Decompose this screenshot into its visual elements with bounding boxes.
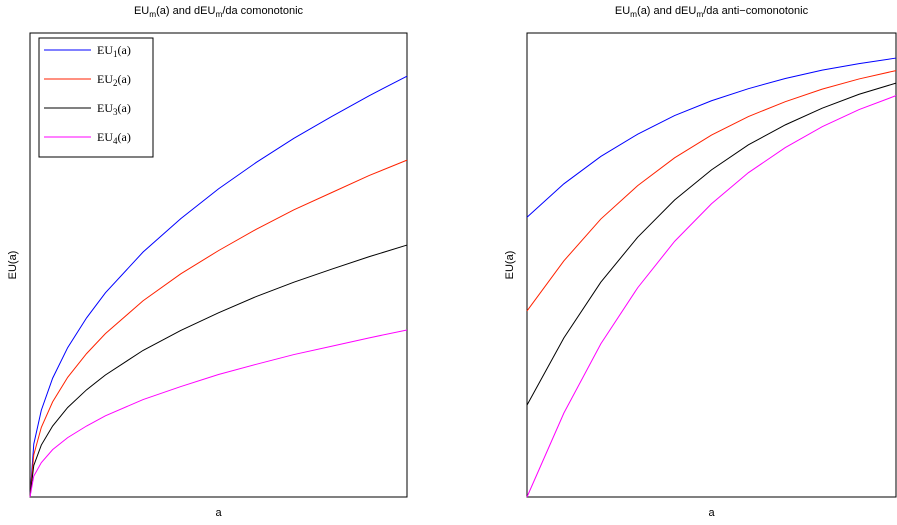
line-series — [526, 70, 897, 312]
legend-label: EU4(a) — [97, 130, 131, 146]
line-series — [526, 82, 897, 406]
line-series — [526, 95, 897, 498]
line-series — [29, 75, 408, 498]
y-axis-label: EU(a) — [504, 251, 516, 280]
legend-label: EU2(a) — [97, 72, 131, 88]
y-axis-label: EU(a) — [7, 251, 19, 280]
legend-label: EU3(a) — [97, 101, 131, 117]
chart-title: EUm(a) and dEUm/da comonotonic — [134, 5, 304, 19]
line-series — [29, 244, 408, 498]
x-axis-label: a — [215, 507, 222, 519]
line-series — [29, 159, 408, 498]
plot-area — [526, 32, 897, 498]
chart-title: EUm(a) and dEUm/da anti−comonotonic — [615, 5, 809, 19]
line-series — [526, 57, 897, 218]
line-series — [29, 329, 408, 498]
legend-label: EU1(a) — [97, 43, 131, 59]
legend-box — [38, 37, 154, 158]
x-axis-label: a — [708, 507, 715, 519]
